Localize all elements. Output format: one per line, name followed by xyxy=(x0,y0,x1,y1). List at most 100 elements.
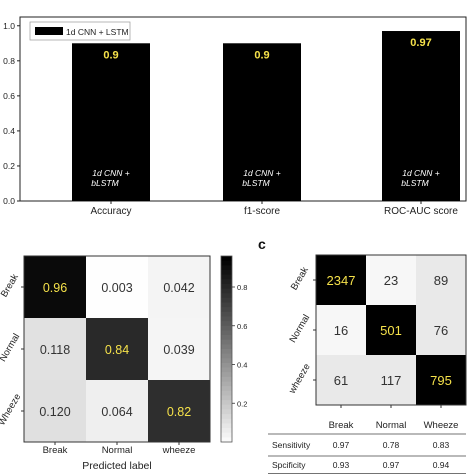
cm2-cells: 2347 23 89 16 501 76 61 117 795 xyxy=(316,255,466,405)
cm-cell-value: 0.042 xyxy=(163,281,194,295)
colorbar-tick-label: 0.2 xyxy=(237,399,247,408)
cm2-row-label: Break xyxy=(289,265,311,292)
colorbar-tick-label: 0.8 xyxy=(237,283,247,292)
cm-cell xyxy=(148,256,210,318)
bar-inner-label: bLSTM xyxy=(401,178,429,188)
colorbar-segment xyxy=(221,362,232,369)
cm2-cell-value: 501 xyxy=(380,323,402,338)
colorbar-segment xyxy=(221,335,232,341)
cm-col-labels: Break Normal wheeze xyxy=(43,442,196,456)
cm2-row-labels: Break Normal wheeze xyxy=(286,265,316,397)
y-tick-label: 0.0 xyxy=(3,196,15,206)
colorbar-segment xyxy=(221,330,232,336)
cm-cell-value: 0.120 xyxy=(39,405,70,419)
cm-cell-value: 0.003 xyxy=(101,281,132,295)
colorbar-segment xyxy=(221,423,232,429)
cm-col-label: wheeze xyxy=(162,445,196,456)
cm-cell xyxy=(148,318,210,380)
colorbar-segment xyxy=(221,418,232,424)
colorbar-segment xyxy=(221,390,232,397)
cm-cell xyxy=(148,380,210,442)
colorbar-segment xyxy=(221,372,232,378)
colorbar-segment xyxy=(221,269,232,276)
cm2-cell-value: 117 xyxy=(381,373,402,388)
cm-cell-value: 0.96 xyxy=(43,281,67,295)
cm-col-label: Break xyxy=(43,445,68,456)
y-tick-label: 0.2 xyxy=(3,161,15,171)
cm-row-label: Wheeze xyxy=(0,392,23,428)
metric-value: 0.83 xyxy=(433,440,450,450)
colorbar-segment xyxy=(221,344,232,350)
metric-value: 0.94 xyxy=(433,460,450,470)
bar-value-label: 0.9 xyxy=(103,49,118,61)
cm-cell xyxy=(86,318,148,380)
x-tick-label: f1-score xyxy=(244,206,281,217)
metric-value: 0.78 xyxy=(383,440,400,450)
bar xyxy=(223,43,301,202)
cm2-col-label: Break xyxy=(329,420,354,431)
cm2-cell xyxy=(366,355,416,405)
cm2-cell xyxy=(316,255,366,305)
colorbar-segment xyxy=(221,395,232,401)
cm-cell-value: 0.039 xyxy=(163,343,194,357)
colorbar-tick-label: 0.6 xyxy=(237,322,247,331)
bar-inner-label: 1d CNN + xyxy=(402,168,440,178)
cm-cell xyxy=(86,256,148,318)
panel-label-c: c xyxy=(258,236,266,252)
cm2-cell-value: 2347 xyxy=(327,273,356,288)
colorbar-segment xyxy=(221,311,232,318)
cm-cell xyxy=(86,380,148,442)
bar-inner-label: 1d CNN + xyxy=(92,168,130,178)
colorbar-segment xyxy=(221,288,232,294)
cm2-cell xyxy=(316,355,366,405)
colorbar-segment xyxy=(221,307,232,313)
colorbar-segment xyxy=(221,302,232,308)
colorbar-segment xyxy=(221,386,232,392)
colorbar-segment xyxy=(221,358,232,364)
y-tick-label: 0.4 xyxy=(3,126,15,136)
legend-label: 1d CNN + LSTM xyxy=(66,27,129,37)
metric-label: Sensitivity xyxy=(272,440,311,450)
colorbar-segment xyxy=(221,293,232,299)
cm-cell xyxy=(24,318,86,380)
colorbar-segment xyxy=(221,376,232,383)
cm2-cell xyxy=(416,255,466,305)
colorbar-segment xyxy=(221,265,232,271)
cm-cell-value: 0.82 xyxy=(167,405,191,419)
bar-inner-label: bLSTM xyxy=(242,178,270,188)
colorbar-segment xyxy=(221,353,232,359)
colorbar-segment xyxy=(221,432,232,438)
bar-value-label: 0.97 xyxy=(410,37,431,49)
cm-row-label: Normal xyxy=(0,332,22,364)
bar-inner-label: 1d CNN + xyxy=(243,168,281,178)
cm2-cell-value: 795 xyxy=(430,373,452,388)
colorbar-segment xyxy=(221,274,232,280)
cm-xlabel: Predicted label xyxy=(82,460,151,472)
colorbar-segment xyxy=(221,367,232,373)
legend-box xyxy=(29,21,131,41)
colorbar-tick-label: 0.4 xyxy=(237,361,247,370)
colorbar-segment xyxy=(221,297,232,304)
bar-inner-label: bLSTM xyxy=(91,178,119,188)
cm-row-labels: Break Normal Wheeze xyxy=(0,272,24,428)
cm2-cell xyxy=(416,355,466,405)
metric-value: 0.97 xyxy=(333,440,350,450)
colorbar-segment xyxy=(221,316,232,322)
cm2-cell xyxy=(366,255,416,305)
y-tick-label: 0.8 xyxy=(3,56,15,66)
cm2-cell-value: 89 xyxy=(434,273,448,288)
metric-label: Spcificity xyxy=(272,460,306,470)
colorbar-segment xyxy=(221,400,232,406)
cm2-cell-value: 16 xyxy=(334,323,348,338)
colorbar-segment xyxy=(221,428,232,434)
bar xyxy=(72,43,150,202)
colorbar-segment xyxy=(221,260,232,266)
cm2-cell xyxy=(366,305,416,355)
metric-value: 0.93 xyxy=(333,460,350,470)
colorbar-segment xyxy=(221,409,232,415)
y-tick-label: 1.0 xyxy=(3,21,15,31)
legend-swatch xyxy=(35,27,63,35)
colorbar-segment xyxy=(221,256,232,262)
cm-col-label: Normal xyxy=(102,445,133,456)
